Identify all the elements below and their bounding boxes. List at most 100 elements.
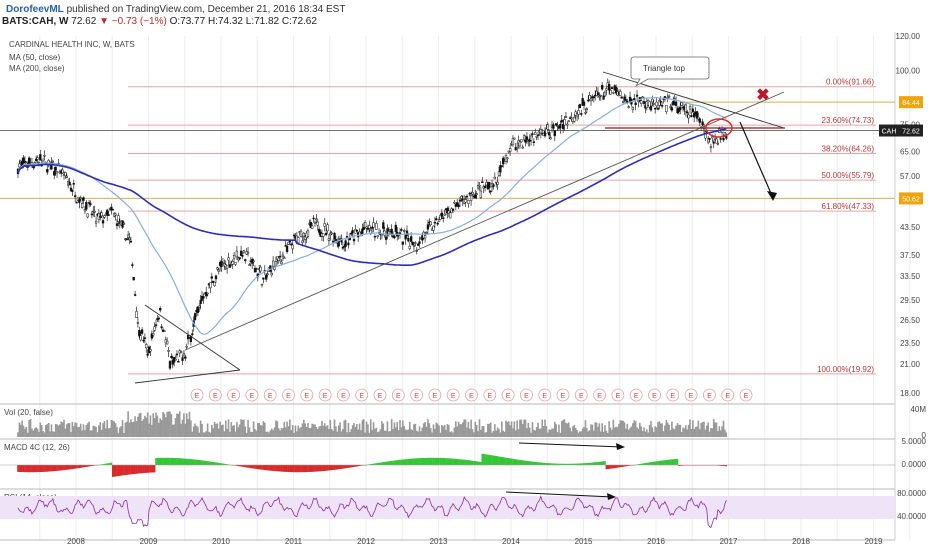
candle-body [291,244,294,250]
candle-body [563,119,566,126]
macd-bar [110,462,113,465]
volume-bar [307,423,309,437]
volume-bar [388,431,390,437]
volume-bar [441,425,443,437]
fib-label: 100.00%(19.92) [817,365,874,374]
volume-bar [195,425,198,437]
chart-area[interactable]: 0.00%(91.66) 23.60%(74.73) 38.20%(64.26) 50… [0,32,932,550]
candle-body [722,137,725,141]
macd-bar [78,465,81,469]
macd-bar [307,465,309,473]
candle-body [170,356,173,358]
macd-bar [556,463,559,465]
volume-bar [632,423,634,437]
volume-bar [261,425,263,437]
volume-bar [309,427,312,437]
candle-body [536,134,540,136]
macd-bar [673,459,676,465]
volume-bar [192,426,195,437]
candle-body [534,132,537,135]
macd-bar [467,460,470,465]
macd-bar [185,458,188,465]
macd-bar [343,465,346,469]
volume-bar [296,431,298,437]
volume-bar [159,418,162,437]
candle-body [79,197,82,200]
macd-bar [604,461,606,465]
volume-bar [647,432,649,437]
macd-bar [544,462,546,465]
macd-bar [269,465,272,471]
volume-bar [698,429,701,437]
volume-bar [220,424,223,437]
macd-bar [61,465,64,471]
macd-bar [244,465,247,468]
candle-body [65,175,68,178]
candle-body [115,223,119,226]
macd-bar [608,465,610,469]
macd-bar [534,461,537,465]
candle-body [493,176,496,180]
volume-bar [470,419,472,437]
macd-bar [247,465,249,468]
macd-bar [103,463,106,465]
macd-bar [29,465,32,473]
price-flag [899,96,923,109]
candle-body [535,135,538,138]
volume-bar [311,423,313,437]
volume-bar [272,430,274,437]
volume-bar [446,424,449,437]
volume-bar [487,423,489,437]
macd-bar [567,463,570,465]
candle-body [561,123,565,130]
volume-bar [342,429,344,437]
candle-body [93,210,96,213]
earnings-marker [648,388,661,402]
macd-bar [558,463,560,465]
volume-bar [367,424,369,437]
volume-bar [692,420,694,437]
macd-bar [655,461,658,465]
volume-bar [330,428,333,437]
candle-body [394,224,397,232]
volume-bar [397,430,400,437]
volume-bar [374,428,376,437]
volume-bar [690,429,693,437]
candle-body [100,212,103,217]
earnings-marker-label: E [506,393,511,400]
volume-bar [513,421,516,437]
candle-body [262,277,265,280]
macd-bar [130,465,132,475]
volume-bar [408,421,411,437]
volume-bar [471,429,474,437]
candle-body [196,306,200,313]
macd-bar [427,457,429,465]
macd-bar [116,465,118,477]
macd-bar [403,459,406,465]
macd-bar [141,465,143,474]
macd-bar [519,459,521,465]
time-tick: 2014 [502,537,520,546]
volume-bar [524,419,527,437]
volume-bar [217,428,220,437]
candle-body [469,195,473,201]
earnings-marker [465,388,478,402]
candle-body [370,227,374,229]
candle-body [447,210,450,214]
macd-bar [107,463,110,465]
volume-bar [316,429,319,437]
macd-bar [311,465,313,472]
volume-bar [124,422,127,437]
macd-bar [411,458,414,465]
volume-bar [54,424,57,437]
macd-bar [457,459,460,465]
macd-bar [521,460,524,465]
macd-bar [85,465,88,467]
author-name[interactable]: DorofeevML [6,4,64,15]
earnings-marker-label: E [359,393,364,400]
candle-body [658,100,661,106]
volume-bar [537,422,539,437]
volume-bar [651,427,654,437]
candle-body [634,102,637,106]
price-tick: 29.50 [900,296,921,305]
